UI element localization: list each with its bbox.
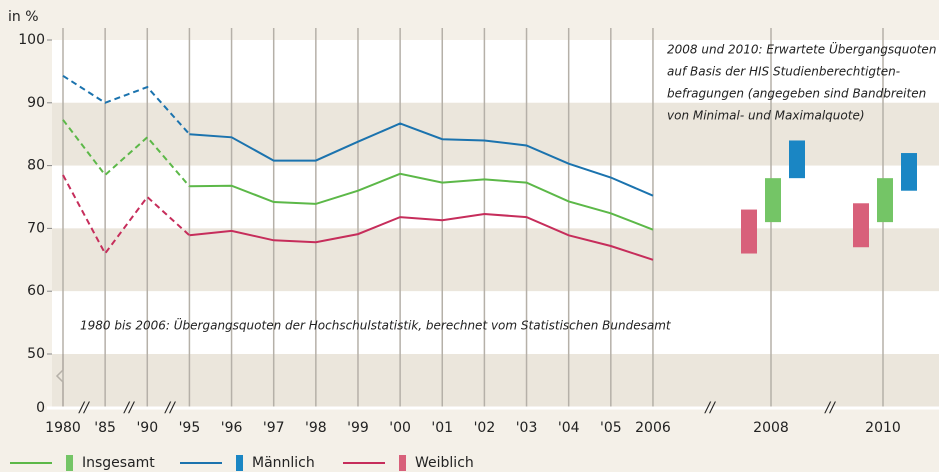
x-tick-label: '97 [263,420,285,436]
x-tick-label: '99 [347,420,369,436]
x-tick-label: '03 [516,420,538,436]
y-tick-label: 100 [18,32,45,48]
line [62,74,191,135]
line [189,172,654,231]
line [62,119,191,187]
legend-swatch [236,455,243,471]
x-tick-label: '04 [558,420,580,436]
x-tick-label: '05 [600,420,622,436]
range-bar [789,140,805,179]
range-bar [741,209,757,254]
y-tick-label: 50 [27,346,45,362]
axis-break: // [703,400,716,416]
x-tick-label: '96 [221,420,243,436]
x-tick-label: '85 [94,420,116,436]
annotation: auf Basis der HIS Studienberechtigten- [667,65,900,79]
stripe [52,165,939,229]
y-tick-label: 80 [27,158,45,174]
x-tick-label: 2006 [635,420,671,436]
x-tick-label: '95 [179,420,201,436]
legend-label: Männlich [252,455,315,471]
x-tick-label: 2008 [753,420,789,436]
axis-break: // [77,400,90,416]
x-tick-label: '98 [305,420,327,436]
x-tick-label: '00 [389,420,411,436]
line [62,174,191,256]
y-tick-label: 0 [36,400,45,416]
stripe [52,354,939,408]
axis-break [55,354,64,408]
y-tick-label: 70 [27,220,45,236]
x-tick-label: '01 [431,420,453,436]
y-tick-label: 60 [27,283,45,299]
annotation: 2008 und 2010: Erwartete Übergangsquoten [667,41,936,57]
stripe [52,40,939,103]
range-bar [877,178,893,223]
range-bar [765,178,781,223]
legend-swatch [66,455,73,471]
stripe [52,291,939,354]
stripe [52,228,939,292]
line [189,212,654,261]
line [189,122,654,197]
legend-label: Weiblich [415,455,474,471]
axis-break: // [163,400,176,416]
x-tick-label: 1980 [45,420,81,436]
x-tick-label: 2010 [865,420,901,436]
x-tick-label: '02 [474,420,496,436]
range-bar [901,153,917,191]
x-tick-label: '90 [136,420,158,436]
axis-break: // [823,400,836,416]
annotation: von Minimal- und Maximalquote) [667,109,865,123]
range-bar [853,203,869,248]
axis-break: // [122,400,135,416]
annotation: 1980 bis 2006: Übergangsquoten der Hochs… [80,317,672,333]
y-tick-label: 90 [27,95,45,111]
legend-label: Insgesamt [82,455,155,471]
y-axis-label: in % [8,9,39,25]
annotation: befragungen (angegeben sind Bandbreiten [667,87,926,101]
legend-swatch [399,455,406,471]
